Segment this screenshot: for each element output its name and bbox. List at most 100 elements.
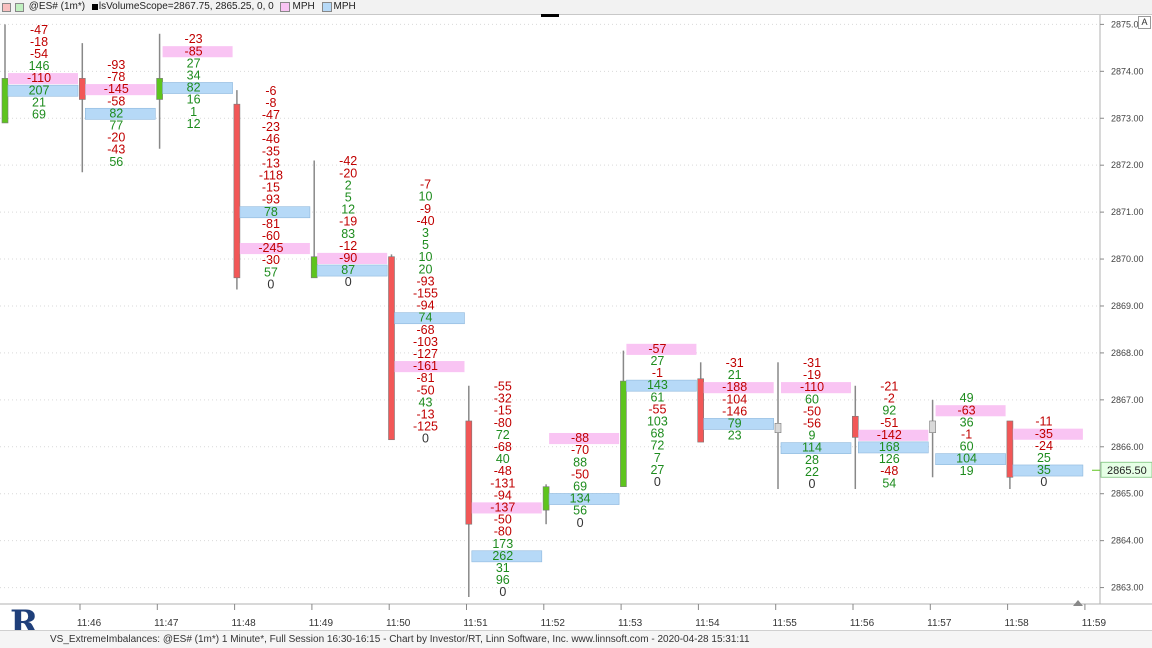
delta-value: -54 xyxy=(30,47,48,61)
delta-value: -93 xyxy=(416,274,434,288)
delta-value: 31 xyxy=(496,561,510,575)
candle-body[interactable] xyxy=(1006,420,1014,478)
delta-value: 36 xyxy=(960,415,974,429)
y-tick-label: 2869.00 xyxy=(1111,301,1144,311)
x-tick-label: 11:52 xyxy=(541,618,566,629)
delta-value: -31 xyxy=(726,356,744,370)
mph-pink-swatch-icon xyxy=(280,2,291,12)
delta-value: -15 xyxy=(494,404,512,418)
delta-value: -20 xyxy=(107,131,125,145)
x-tick-label: 11:57 xyxy=(927,618,952,629)
scroll-handle-icon[interactable] xyxy=(1073,600,1083,606)
delta-value: -90 xyxy=(339,251,357,265)
pink-imbalance-zone xyxy=(935,405,1006,417)
plot-area xyxy=(0,15,1100,604)
x-tick-label: 11:51 xyxy=(463,618,488,629)
delta-value: 92 xyxy=(882,404,896,418)
delta-value: -137 xyxy=(490,500,515,514)
delta-value: -50 xyxy=(571,467,589,481)
delta-value: 16 xyxy=(187,93,201,107)
delta-value: 72 xyxy=(496,428,510,442)
candle-body[interactable] xyxy=(233,103,241,279)
candle-body[interactable] xyxy=(697,378,705,443)
delta-value: -8 xyxy=(265,96,276,110)
y-tick-label: 2867.00 xyxy=(1111,395,1144,405)
delta-value: -7 xyxy=(420,178,431,192)
legend-mph-2[interactable]: MPH xyxy=(333,1,356,12)
delta-value: -50 xyxy=(803,404,821,418)
delta-value: 35 xyxy=(1037,463,1051,477)
delta-value: -12 xyxy=(339,239,357,253)
delta-value: 28 xyxy=(805,453,819,467)
delta-value: -81 xyxy=(262,217,280,231)
delta-value: 83 xyxy=(341,227,355,241)
pink-imbalance-zone xyxy=(394,361,465,373)
delta-value: 9 xyxy=(809,429,816,443)
delta-value: -18 xyxy=(30,35,48,49)
delta-value: 103 xyxy=(647,415,668,429)
delta-value: -94 xyxy=(494,488,512,502)
delta-value: 0 xyxy=(422,432,429,446)
candle-body[interactable] xyxy=(620,380,627,487)
window-icon[interactable] xyxy=(2,3,11,12)
pink-imbalance-zone xyxy=(8,73,78,85)
candle-body[interactable] xyxy=(465,420,473,525)
delta-value: 60 xyxy=(805,392,819,406)
delta-value: 49 xyxy=(960,391,974,405)
delta-value: -40 xyxy=(416,214,434,228)
delta-value: 12 xyxy=(341,203,355,217)
candle-body[interactable] xyxy=(156,78,163,100)
delta-value: -161 xyxy=(413,359,438,373)
delta-value: 34 xyxy=(187,68,201,82)
blue-imbalance-zone xyxy=(394,312,465,325)
delta-value: -21 xyxy=(880,379,898,393)
window-icon-2[interactable] xyxy=(15,3,24,12)
pink-imbalance-zone xyxy=(626,343,697,355)
delta-value: -110 xyxy=(27,71,51,85)
delta-value: -68 xyxy=(416,323,434,337)
delta-value: 56 xyxy=(573,504,587,518)
delta-value: -110 xyxy=(800,380,824,394)
candle-body[interactable] xyxy=(388,256,395,441)
pink-imbalance-zone xyxy=(162,46,233,58)
delta-value: 3 xyxy=(422,226,429,240)
candle-body[interactable] xyxy=(1,78,9,124)
candle-body[interactable] xyxy=(851,415,859,438)
delta-value: -6 xyxy=(265,84,276,98)
y-tick-label: 2864.00 xyxy=(1111,536,1144,546)
candle-body[interactable] xyxy=(310,256,318,279)
y-tick-label: 2875.00 xyxy=(1111,19,1144,29)
blue-imbalance-zone xyxy=(85,107,156,120)
x-tick-label: 11:55 xyxy=(773,618,798,629)
delta-value: 134 xyxy=(570,492,591,506)
delta-value: -23 xyxy=(262,120,280,134)
blue-imbalance-zone xyxy=(626,379,697,392)
autoscale-button[interactable]: A xyxy=(1138,16,1151,29)
delta-value: -93 xyxy=(262,193,280,207)
delta-value: -46 xyxy=(262,132,280,146)
candle-body[interactable] xyxy=(774,423,782,433)
candle-body[interactable] xyxy=(542,486,550,511)
candle-body[interactable] xyxy=(929,420,936,433)
study-label[interactable]: lsVolumeScope=2867.75, 2865.25, 0, 0 xyxy=(98,1,274,12)
last-price-badge xyxy=(1100,461,1152,478)
symbol-label[interactable]: @ES# (1m*) xyxy=(28,1,86,12)
delta-value: 7 xyxy=(654,451,661,465)
y-tick-label: 2865.00 xyxy=(1111,489,1144,499)
delta-value: 0 xyxy=(1040,475,1047,489)
legend-mph-1[interactable]: MPH xyxy=(292,1,315,12)
y-tick-label: 2863.00 xyxy=(1111,583,1144,593)
delta-value: 22 xyxy=(805,465,819,479)
delta-value: -15 xyxy=(262,181,280,195)
candle-body[interactable] xyxy=(79,78,86,100)
delta-value: -93 xyxy=(107,58,125,72)
delta-value: 10 xyxy=(419,190,433,204)
delta-value: 114 xyxy=(802,441,822,455)
blue-imbalance-zone xyxy=(780,442,852,454)
delta-value: 77 xyxy=(109,118,123,132)
x-tick-label: 11:56 xyxy=(850,618,875,629)
delta-value: 0 xyxy=(809,477,816,491)
delta-value: 0 xyxy=(267,277,274,291)
delta-value: -13 xyxy=(416,408,434,422)
